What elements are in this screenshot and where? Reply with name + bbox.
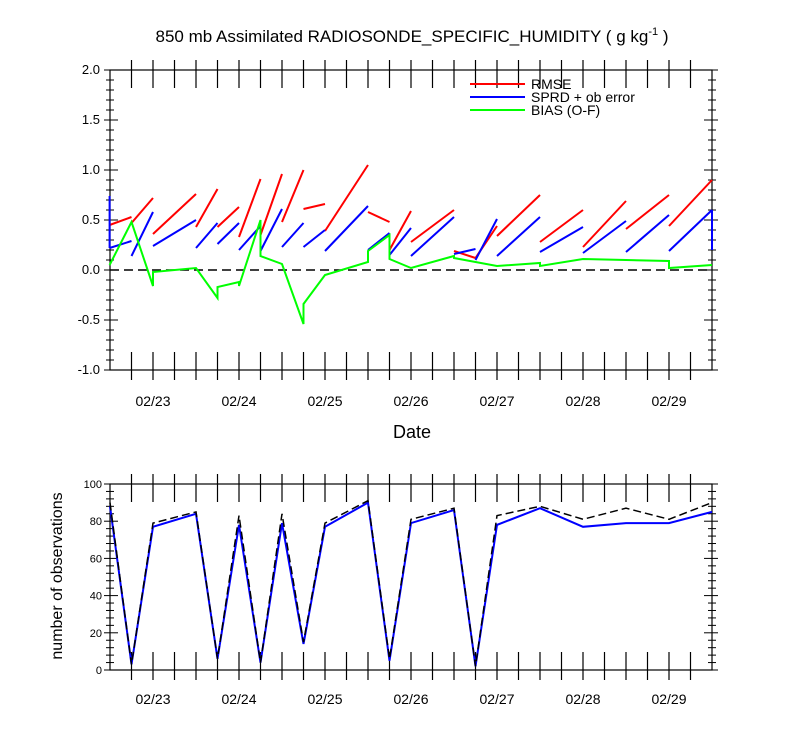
y-tick-label: 80 (90, 516, 102, 528)
series-line (259, 208, 283, 252)
series-line (539, 209, 584, 243)
series-line (625, 194, 670, 230)
series-line (109, 216, 132, 226)
series-line (152, 219, 197, 247)
series-line (109, 499, 713, 667)
x-tick-label: 02/29 (651, 691, 686, 707)
x-tick-label: 02/29 (651, 393, 686, 409)
x-tick-label: 02/28 (565, 393, 600, 409)
x-tick-label: 02/24 (221, 393, 256, 409)
series-possible (109, 499, 713, 667)
series-line (195, 188, 219, 228)
top-plot-area: -1.0 -0.5 0.0 0.5 1.0 1.5 2.0 02/23 02/24 02/25 02… (78, 60, 718, 409)
series-line (195, 222, 219, 249)
x-tick-label: 02/28 (565, 691, 600, 707)
legend-label: BIAS (O-F) (531, 102, 600, 118)
series-line (216, 206, 240, 228)
series-line (388, 227, 412, 256)
plot-frame (109, 483, 713, 671)
x-tick-label: 02/25 (307, 393, 342, 409)
series-line (410, 209, 455, 243)
series-line (216, 222, 240, 245)
y-tick-label: 1.5 (82, 112, 100, 127)
series-line (496, 194, 541, 237)
series-line (108, 219, 713, 325)
top-chart-panel: 850 mb Assimilated RADIOSONDE_SPECIFIC_H… (78, 26, 718, 442)
y-tick-label: 60 (90, 553, 102, 565)
series-line (582, 200, 627, 248)
y-axis-label: number of observations (49, 492, 66, 659)
series-line (496, 216, 541, 257)
series-line (625, 214, 670, 253)
x-tick-label: 02/26 (393, 691, 428, 707)
series-line (302, 229, 326, 248)
series-rmse (109, 164, 713, 259)
series-line (109, 501, 713, 667)
series-line (152, 193, 197, 235)
y-tick-label: 100 (84, 479, 102, 491)
series-line (259, 173, 283, 236)
y-tick-label: 40 (90, 591, 102, 603)
x-tick-label: 02/25 (307, 691, 342, 707)
x-axis-label: Date (393, 422, 431, 442)
x-tick-label: 02/27 (479, 393, 514, 409)
series-line (281, 222, 305, 248)
series-line (324, 205, 369, 252)
y-tick-label: 20 (90, 628, 102, 640)
series-line (388, 210, 412, 251)
series-line (453, 248, 476, 255)
series-line (303, 203, 326, 210)
y-tick-label: -0.5 (78, 312, 100, 327)
y-tick-label: -1.0 (78, 362, 100, 377)
series-line (130, 211, 154, 257)
series-line (281, 169, 305, 223)
y-tick-label: 2.0 (82, 62, 100, 77)
series-line (410, 216, 455, 257)
x-tick-label: 02/23 (135, 393, 170, 409)
x-tick-label: 02/24 (221, 691, 256, 707)
y-tick-label: 0.0 (82, 262, 100, 277)
series-line (324, 164, 369, 232)
x-tick-label: 02/26 (393, 393, 428, 409)
x-tick-label: 02/23 (135, 691, 170, 707)
series-bias-o-f- (108, 219, 713, 325)
series-line (582, 220, 627, 254)
chart-title: 850 mb Assimilated RADIOSONDE_SPECIFIC_H… (156, 26, 669, 46)
bottom-chart-panel: 0 20 40 60 80 100 02/23 02/24 02/25 02/26 02/27 02/… (49, 474, 718, 707)
series-line (238, 178, 262, 238)
series-line (130, 197, 154, 224)
y-tick-label: 1.0 (82, 162, 100, 177)
series-used (109, 501, 713, 667)
series-line (367, 211, 390, 223)
y-tick-label: 0 (96, 665, 102, 677)
legend-label: SPRD + ob error (531, 89, 635, 105)
x-tick-label: 02/27 (479, 691, 514, 707)
series-line (668, 179, 713, 227)
y-tick-label: 0.5 (82, 212, 100, 227)
legend-label: RMSE (531, 76, 571, 92)
series-line (668, 209, 713, 252)
series-line (474, 218, 498, 261)
series-line (539, 226, 584, 253)
bottom-plot-area: 0 20 40 60 80 100 02/23 02/24 02/25 02/26 02/27 02/… (84, 474, 718, 707)
